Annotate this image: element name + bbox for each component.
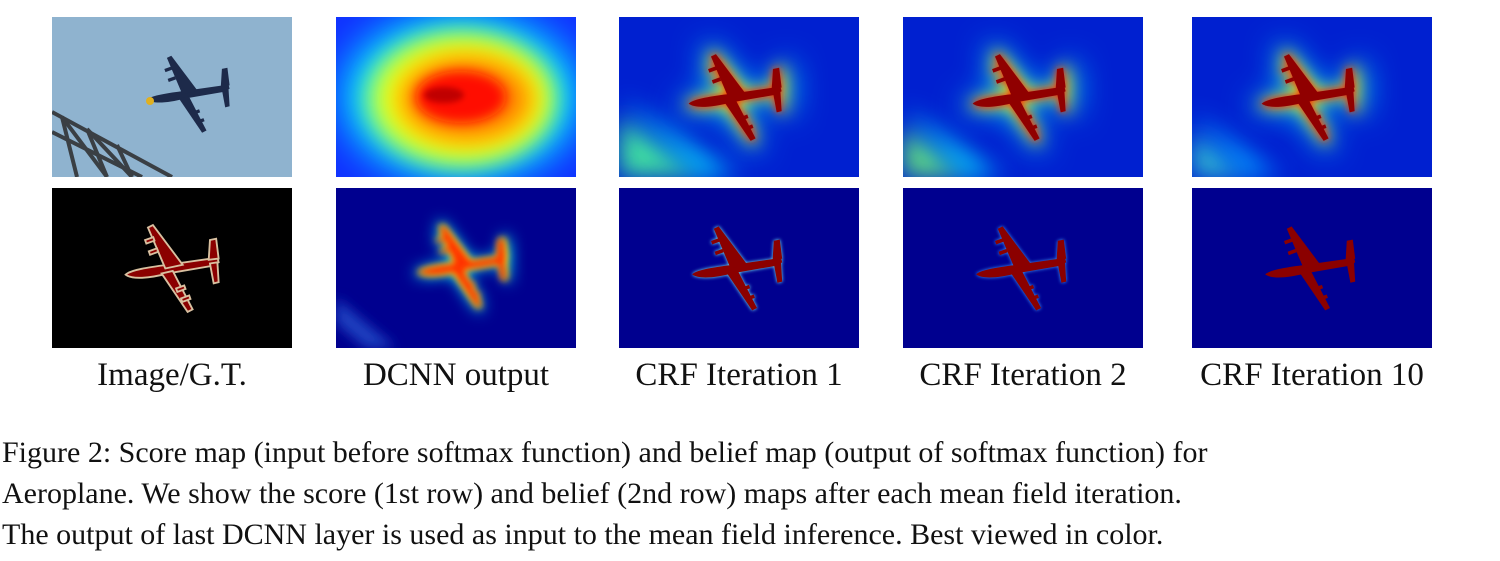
crf-iter2-score-map (903, 17, 1143, 177)
ground-truth-mask (52, 188, 292, 348)
column-label-dcnn-output: DCNN output (362, 357, 550, 393)
crf-iter1-score-map (619, 17, 859, 177)
caption-line-1: Figure 2: Score map (input before softma… (2, 436, 1208, 469)
figure-caption: Figure 2: Score map (input before softma… (2, 432, 1498, 555)
crf-iter10-belief-map (1192, 188, 1432, 348)
crf-iter10-score-map (1192, 17, 1432, 177)
input-image (52, 17, 292, 177)
caption-line-3: The output of last DCNN layer is used as… (2, 518, 1164, 551)
dcnn-score-map (336, 17, 576, 177)
crf-iter2-belief-map (903, 188, 1143, 348)
dcnn-belief-map (336, 188, 576, 348)
caption-line-2: Aeroplane. We show the score (1st row) a… (2, 477, 1182, 510)
column-label-crf-iteration-2: CRF Iteration 2 (919, 357, 1127, 393)
bridge-truss (52, 110, 173, 177)
column-label-image-gt: Image/G.T. (97, 357, 247, 393)
crf-iter1-belief-map (619, 188, 859, 348)
column-label-crf-iteration-1: CRF Iteration 1 (635, 357, 843, 393)
column-label-crf-iteration-10: CRF Iteration 10 (1200, 357, 1424, 393)
